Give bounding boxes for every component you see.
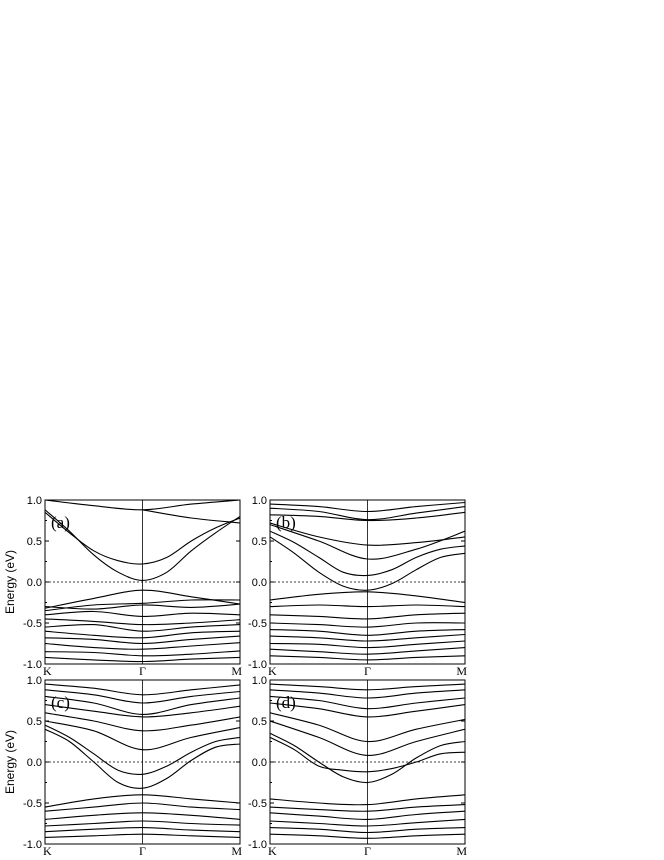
x-tick-label: M — [456, 664, 467, 678]
panel-c: -1.0 -0.5 0.0 0.5 1.0 K Γ M (c) Energy (eV) — [3, 675, 242, 858]
y-tick-label: 0.0 — [252, 577, 267, 589]
x-tick-label: Γ — [139, 664, 146, 678]
x-tick-label: M — [231, 844, 242, 858]
y-tick-label: -0.5 — [248, 798, 267, 810]
x-tick-label: Γ — [139, 844, 146, 858]
panel-label: (d) — [276, 693, 296, 712]
y-tick-label: 1.0 — [252, 675, 267, 687]
y-tick-label: 0.5 — [27, 536, 42, 548]
y-tick-label: -0.5 — [23, 798, 42, 810]
y-tick-label: -1.0 — [248, 839, 267, 851]
y-tick-label: 0.5 — [252, 716, 267, 728]
y-tick-label: -1.0 — [248, 659, 267, 671]
y-tick-label: 1.0 — [27, 495, 42, 507]
y-tick-label: -1.0 — [23, 839, 42, 851]
panel-label: (c) — [51, 693, 70, 712]
y-tick-label: 1.0 — [252, 495, 267, 507]
y-tick-label: 1.0 — [27, 675, 42, 687]
x-tick-label: K — [268, 844, 277, 858]
x-tick-label: K — [43, 664, 52, 678]
x-tick-label: Γ — [364, 844, 371, 858]
band-line — [142, 509, 240, 524]
y-tick-label: -1.0 — [23, 659, 42, 671]
panel-b: -1.0 -0.5 0.0 0.5 1.0 K Γ M (b) — [248, 495, 467, 678]
panel-d: -1.0 -0.5 0.0 0.5 1.0 K Γ M (d) — [248, 675, 467, 858]
y-axis-label: Energy (eV) — [3, 550, 17, 614]
y-tick-label: 0.5 — [27, 716, 42, 728]
x-tick-label: M — [231, 664, 242, 678]
y-tick-label: 0.0 — [252, 757, 267, 769]
y-axis-label: Energy (eV) — [3, 730, 17, 794]
panel-a: -1.0 -0.5 0.0 0.5 1.0 K Γ M (a) Energy (eV) — [3, 495, 242, 678]
panel-label: (b) — [276, 513, 296, 532]
y-tick-label: 0.0 — [27, 577, 42, 589]
y-tick-label: 0.5 — [252, 536, 267, 548]
x-tick-label: Γ — [364, 664, 371, 678]
y-tick-label: 0.0 — [27, 757, 42, 769]
x-tick-label: K — [268, 664, 277, 678]
panel-label: (a) — [51, 513, 70, 532]
x-tick-label: K — [43, 844, 52, 858]
y-tick-label: -0.5 — [248, 618, 267, 630]
x-tick-label: M — [456, 844, 467, 858]
y-tick-label: -0.5 — [23, 618, 42, 630]
